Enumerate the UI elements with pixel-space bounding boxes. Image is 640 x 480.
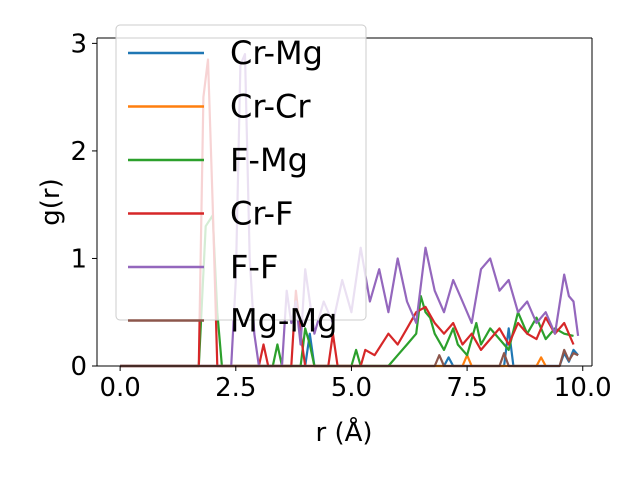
y-axis-label: g(r)	[36, 178, 66, 225]
series-line-mg-mg	[120, 348, 579, 368]
x-tick-label: 7.5	[446, 373, 487, 403]
legend-label-cr-mg: Cr-Mg	[230, 34, 323, 72]
x-tick-label: 2.5	[215, 373, 256, 403]
x-axis-ticks: 0.0 2.5 5.0 7.5 10.0	[99, 366, 612, 403]
x-tick-label: 0.0	[99, 373, 140, 403]
x-axis-label: r (Å)	[315, 416, 372, 448]
series-line-cr-f	[120, 58, 575, 368]
legend-label-f-f: F-F	[230, 248, 278, 286]
legend-label-f-mg: F-Mg	[230, 141, 308, 179]
y-tick-label: 2	[70, 137, 87, 167]
x-tick-label: 10.0	[554, 373, 612, 403]
legend: Cr-Mg Cr-Cr F-Mg Cr-F F-F Mg-Mg	[115, 24, 367, 340]
y-tick-label: 3	[70, 29, 87, 59]
legend-label-cr-f: Cr-F	[230, 195, 293, 233]
y-axis-ticks: 0 1 2 3	[70, 29, 97, 382]
legend-label-cr-cr: Cr-Cr	[230, 88, 311, 126]
legend-box	[115, 24, 367, 321]
x-tick-label: 5.0	[331, 373, 372, 403]
y-tick-label: 0	[70, 352, 87, 382]
legend-label-mg-mg: Mg-Mg	[230, 302, 337, 340]
y-tick-label: 1	[70, 244, 87, 274]
